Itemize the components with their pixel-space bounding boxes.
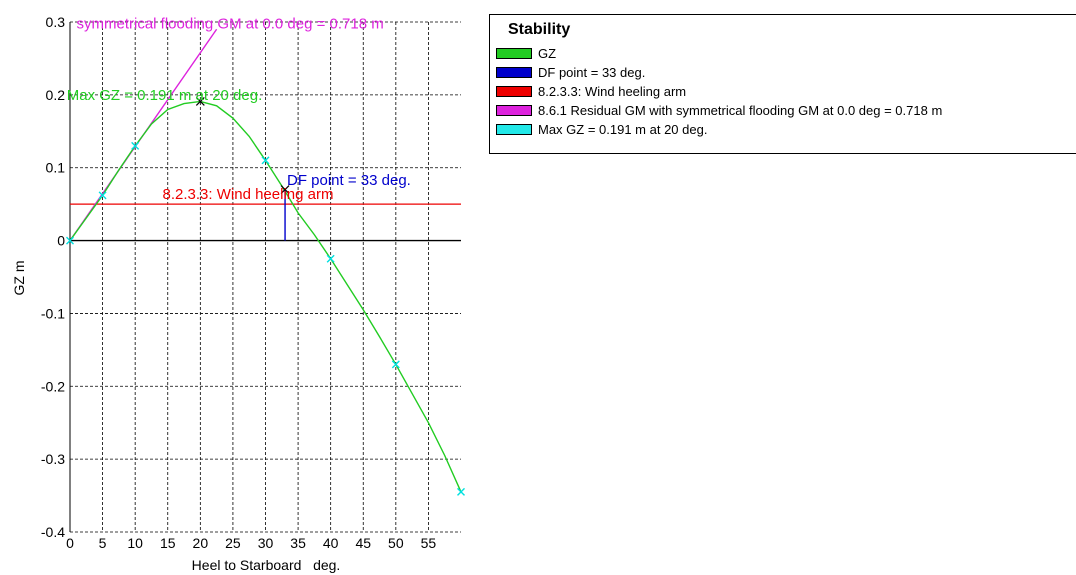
grid <box>69 21 461 533</box>
y-axis-title: GZ m <box>11 261 27 296</box>
legend-item-wind-heeling-arm: 8.2.3.3: Wind heeling arm <box>496 84 686 99</box>
max-gz-marker <box>195 96 205 106</box>
marker-stroke <box>261 156 270 165</box>
residual-gm-label: symmetrical flooding GM at 0.0 deg = 0.7… <box>77 16 384 33</box>
legend-label: 8.6.1 Residual GM with symmetrical flood… <box>538 103 943 118</box>
x-tick-label: 0 <box>66 535 74 551</box>
y-tick-label: 0.3 <box>46 14 66 30</box>
legend-item-residual-gm: 8.6.1 Residual GM with symmetrical flood… <box>496 103 942 118</box>
wind-heeling-arm-label: 8.2.3.3: Wind heeling arm <box>163 186 334 203</box>
marker-stroke <box>457 487 465 496</box>
y-tick-label: -0.4 <box>41 524 65 540</box>
marker-stroke <box>391 360 400 369</box>
df-point-label: DF point = 33 deg. <box>287 172 411 189</box>
y-tick-label: 0 <box>57 233 65 249</box>
legend-swatch <box>496 67 532 78</box>
marker-stroke <box>98 191 107 200</box>
legend-label: Max GZ = 0.191 m at 20 deg. <box>538 122 708 137</box>
gz-data-marker <box>66 236 74 245</box>
x-tick-label: 15 <box>160 535 176 551</box>
tick-labels: 0 5 10 15 20 25 30 35 40 45 50 55 0.3 0.2 0.1 0 -0.1 -0.2… <box>41 14 437 551</box>
marker-stroke <box>195 96 205 106</box>
x-tick-label: 55 <box>421 535 437 551</box>
y-tick-label: 0.2 <box>46 87 66 103</box>
legend-title: Stability <box>508 21 571 38</box>
x-tick-label: 10 <box>127 535 143 551</box>
y-tick-label: 0.1 <box>46 160 66 176</box>
gz-data-marker <box>98 191 107 200</box>
marker-layer <box>66 96 465 496</box>
marker-stroke <box>280 185 290 194</box>
annotation-layer: symmetrical flooding GM at 0.0 deg = 0.7… <box>67 16 411 203</box>
legend-swatch <box>496 105 532 116</box>
df-point-marker <box>280 185 290 194</box>
x-tick-label: 40 <box>323 535 339 551</box>
legend-label: 8.2.3.3: Wind heeling arm <box>538 84 687 99</box>
gz-data-marker <box>391 360 400 369</box>
legend-item-gz: GZ <box>496 46 556 61</box>
legend-label: DF point = 33 deg. <box>538 65 646 80</box>
gz-data-marker <box>457 487 465 496</box>
legend-item-df-point: DF point = 33 deg. <box>496 65 645 80</box>
gz-data-marker <box>131 141 140 150</box>
x-tick-label: 30 <box>258 535 274 551</box>
y-tick-label: -0.2 <box>41 378 65 394</box>
legend-item-max-gz: Max GZ = 0.191 m at 20 deg. <box>496 122 707 137</box>
x-tick-label: 45 <box>355 535 371 551</box>
x-tick-label: 20 <box>193 535 209 551</box>
max-gz-label: Max GZ = 0.191 m at 20 deg. <box>67 87 263 104</box>
legend: Stability GZ DF point = 33 deg. 8.2.3.3:… <box>489 14 1076 154</box>
marker-stroke <box>66 236 74 245</box>
y-tick-label: -0.3 <box>41 451 65 467</box>
legend-swatch <box>496 48 532 59</box>
x-tick-label: 35 <box>290 535 306 551</box>
x-tick-label: 5 <box>99 535 107 551</box>
y-tick-label: -0.1 <box>41 305 65 321</box>
gz-data-marker <box>261 156 270 165</box>
x-axis-title: Heel to Starboard deg. <box>192 557 341 573</box>
marker-stroke <box>326 254 335 263</box>
legend-label: GZ <box>538 46 557 61</box>
marker-stroke <box>131 141 140 150</box>
legend-swatch <box>496 86 532 97</box>
x-tick-label: 25 <box>225 535 241 551</box>
gz-data-marker <box>326 254 335 263</box>
x-tick-label: 50 <box>388 535 404 551</box>
legend-swatch <box>496 124 532 135</box>
